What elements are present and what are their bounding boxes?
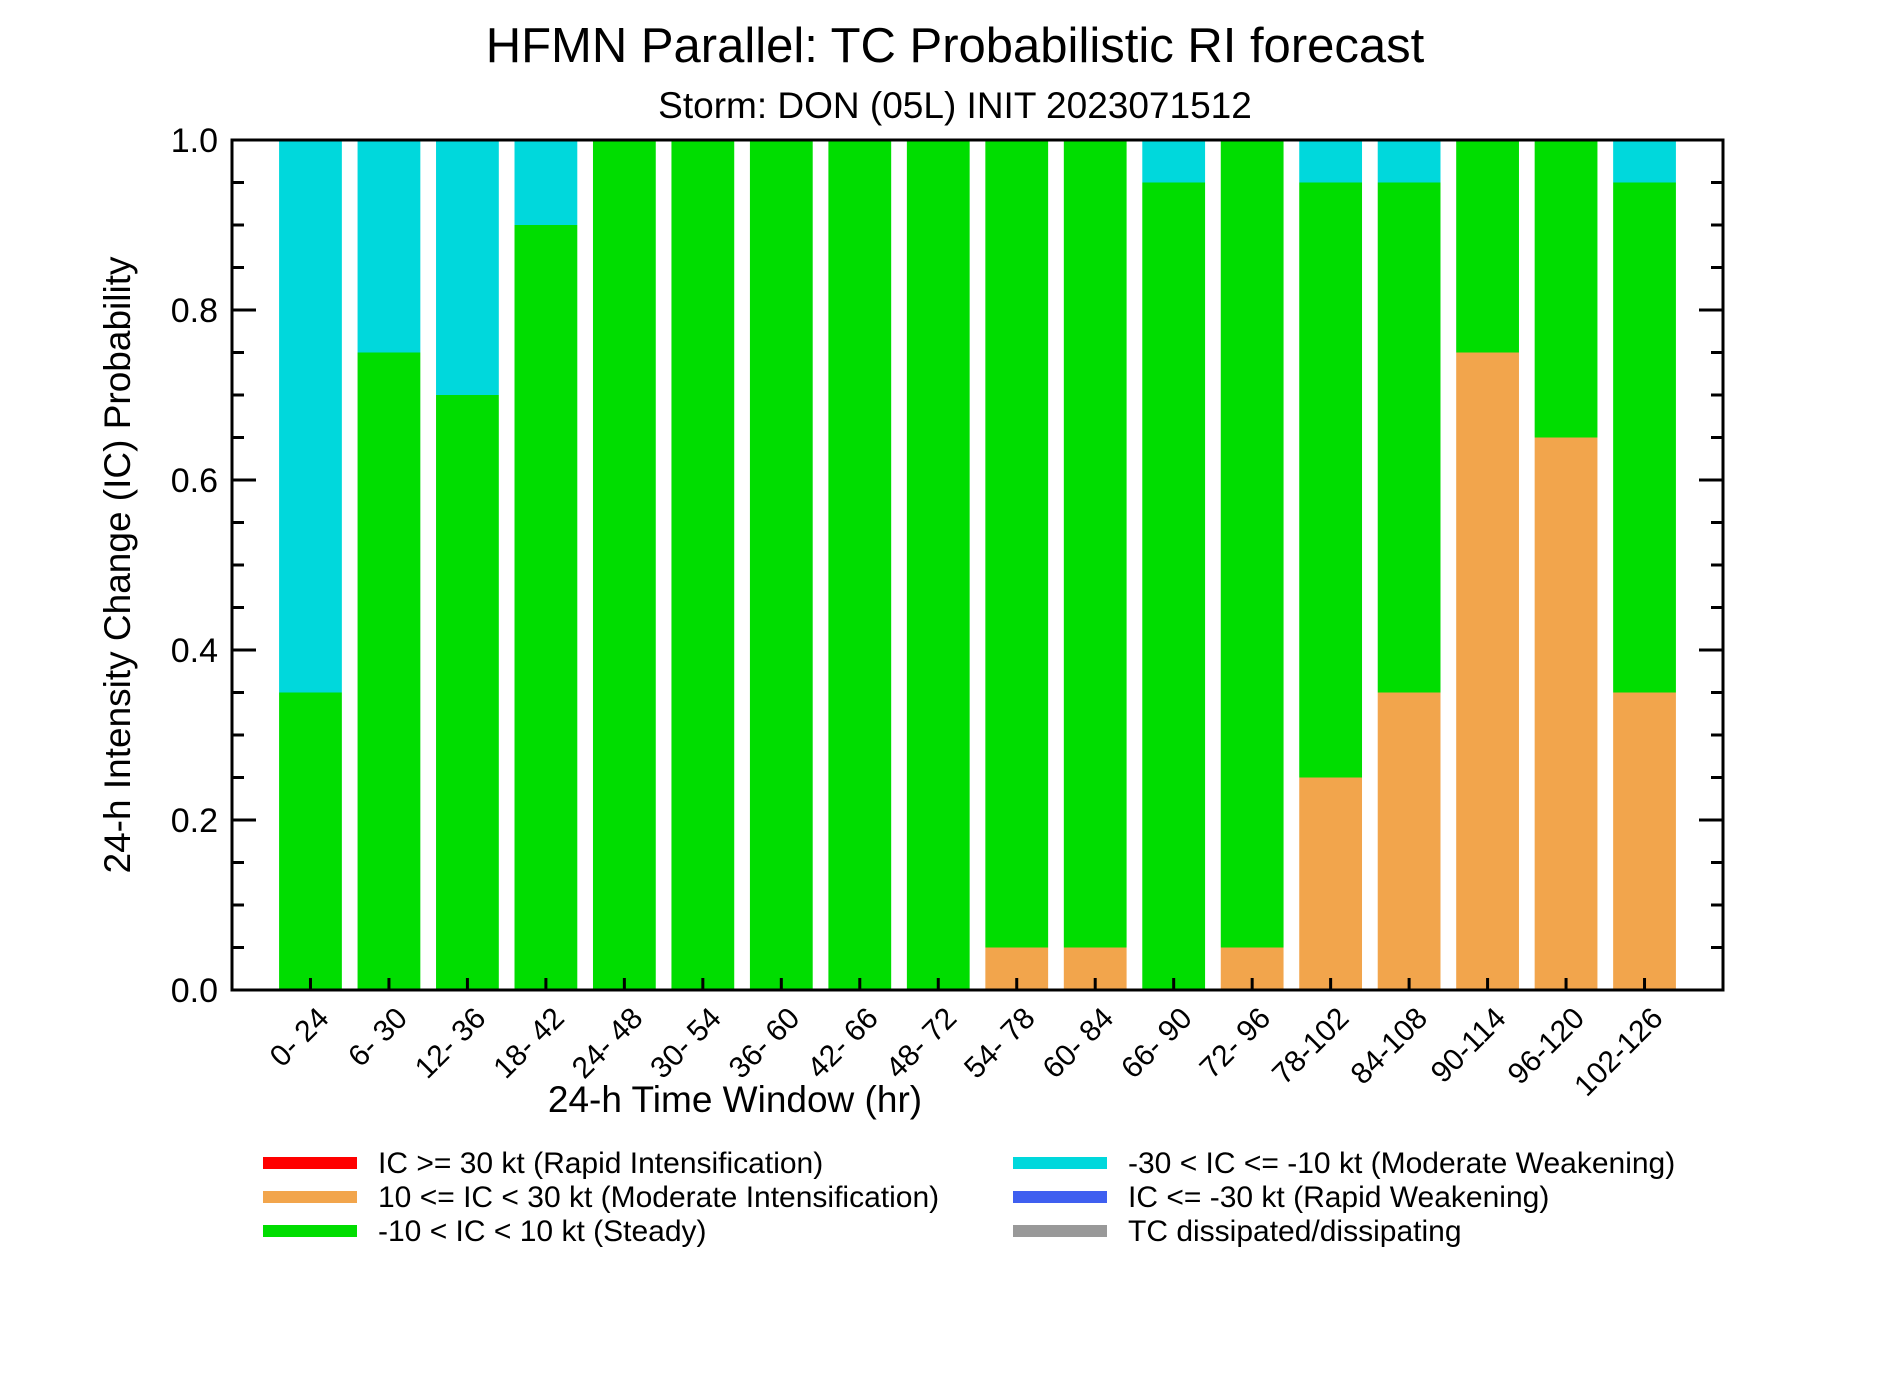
legend-swatch <box>1013 1225 1107 1237</box>
x-tick-label: 90-114 <box>1425 1002 1513 1090</box>
y-tick-label: 0.4 <box>171 632 218 670</box>
bar-segment-3-17 <box>1613 140 1676 183</box>
x-tick-label: 84-108 <box>1345 1002 1434 1091</box>
y-tick-label: 0.0 <box>171 972 218 1010</box>
legend-swatch <box>1013 1191 1107 1203</box>
bar-segment-3-13 <box>1299 140 1363 183</box>
bar-segment-2-3 <box>514 225 578 990</box>
x-axis-label: 24-h Time Window (hr) <box>548 1079 922 1120</box>
x-tick-label: 30- 54 <box>644 1002 727 1085</box>
x-tick-label: 66- 90 <box>1115 1002 1198 1085</box>
x-tick-label: 6- 30 <box>342 1002 414 1074</box>
x-tick-label: 54- 78 <box>958 1002 1041 1085</box>
bar-segment-1-16 <box>1534 437 1598 990</box>
bar-segment-2-12 <box>1220 140 1284 948</box>
y-tick-label: 1.0 <box>171 122 218 160</box>
plot-frame <box>230 138 1725 992</box>
x-tick-label: 18- 42 <box>487 1002 570 1085</box>
legend-label: -10 < IC < 10 kt (Steady) <box>378 1215 707 1248</box>
bar-segment-2-0 <box>279 692 342 990</box>
y-axis-label: 24-h Intensity Change (IC) Probability <box>97 256 138 873</box>
bar-segment-3-1 <box>357 140 421 353</box>
bar-segment-2-5 <box>671 140 735 990</box>
bar-segment-2-8 <box>906 140 970 990</box>
x-tick-label: 72- 96 <box>1194 1002 1277 1085</box>
bar-segment-1-17 <box>1613 692 1676 990</box>
bar-segment-2-10 <box>1063 140 1127 948</box>
x-tick-label: 60- 84 <box>1037 1002 1120 1085</box>
ticks-group: 0.0 0.2 0.4 0.6 0.8 1.0 <box>171 122 1723 1010</box>
bar-segment-2-2 <box>436 395 499 990</box>
legend-label: 10 <= IC < 30 kt (Moderate Intensificati… <box>378 1181 939 1214</box>
bar-segment-3-14 <box>1377 140 1441 183</box>
bar-segment-3-0 <box>279 140 342 693</box>
bar-segment-2-15 <box>1456 140 1519 353</box>
bar-segment-1-14 <box>1377 692 1441 990</box>
bar-segment-2-4 <box>592 140 656 990</box>
legend-swatch <box>263 1225 357 1237</box>
legend-label: -30 < IC <= -10 kt (Moderate Weakening) <box>1128 1147 1675 1180</box>
legend: IC >= 30 kt (Rapid Intensification)10 <=… <box>263 1147 1675 1248</box>
bar-segment-2-9 <box>985 140 1049 948</box>
bar-segment-2-1 <box>357 352 421 990</box>
legend-label: IC <= -30 kt (Rapid Weakening) <box>1128 1181 1549 1214</box>
legend-swatch <box>1013 1157 1107 1169</box>
bar-segment-3-3 <box>514 140 578 225</box>
x-tick-label: 102-126 <box>1568 1002 1669 1103</box>
legend-label: TC dissipated/dissipating <box>1128 1215 1462 1248</box>
chart-title: HFMN Parallel: TC Probabilistic RI forec… <box>486 19 1425 73</box>
y-tick-label: 0.6 <box>171 462 218 500</box>
legend-swatch <box>263 1191 357 1203</box>
legend-swatch <box>263 1157 357 1169</box>
x-tick-label: 42- 66 <box>801 1002 884 1085</box>
y-tick-label: 0.2 <box>171 802 218 840</box>
x-tick-label: 0- 24 <box>264 1002 336 1074</box>
bars-group <box>279 140 1676 990</box>
chart-subtitle: Storm: DON (05L) INIT 2023071512 <box>658 85 1252 126</box>
bar-segment-2-16 <box>1534 140 1598 438</box>
x-tick-label: 78-102 <box>1266 1002 1355 1091</box>
legend-label: IC >= 30 kt (Rapid Intensification) <box>378 1147 823 1180</box>
bar-segment-2-7 <box>828 140 892 990</box>
bar-segment-3-11 <box>1142 140 1206 183</box>
y-tick-label: 0.8 <box>171 292 218 330</box>
bar-segment-3-2 <box>436 140 499 395</box>
x-tick-label: 12- 36 <box>409 1002 492 1085</box>
bar-segment-2-17 <box>1613 182 1676 693</box>
x-tick-label: 24- 48 <box>566 1002 649 1085</box>
bar-segment-2-6 <box>749 140 813 990</box>
x-tick-label: 36- 60 <box>723 1002 806 1085</box>
bar-segment-2-14 <box>1377 182 1441 693</box>
x-tick-label: 48- 72 <box>880 1002 963 1085</box>
bar-segment-1-13 <box>1299 777 1363 990</box>
bar-segment-2-13 <box>1299 182 1363 778</box>
bar-segment-1-15 <box>1456 352 1519 990</box>
bar-segment-2-11 <box>1142 182 1206 990</box>
